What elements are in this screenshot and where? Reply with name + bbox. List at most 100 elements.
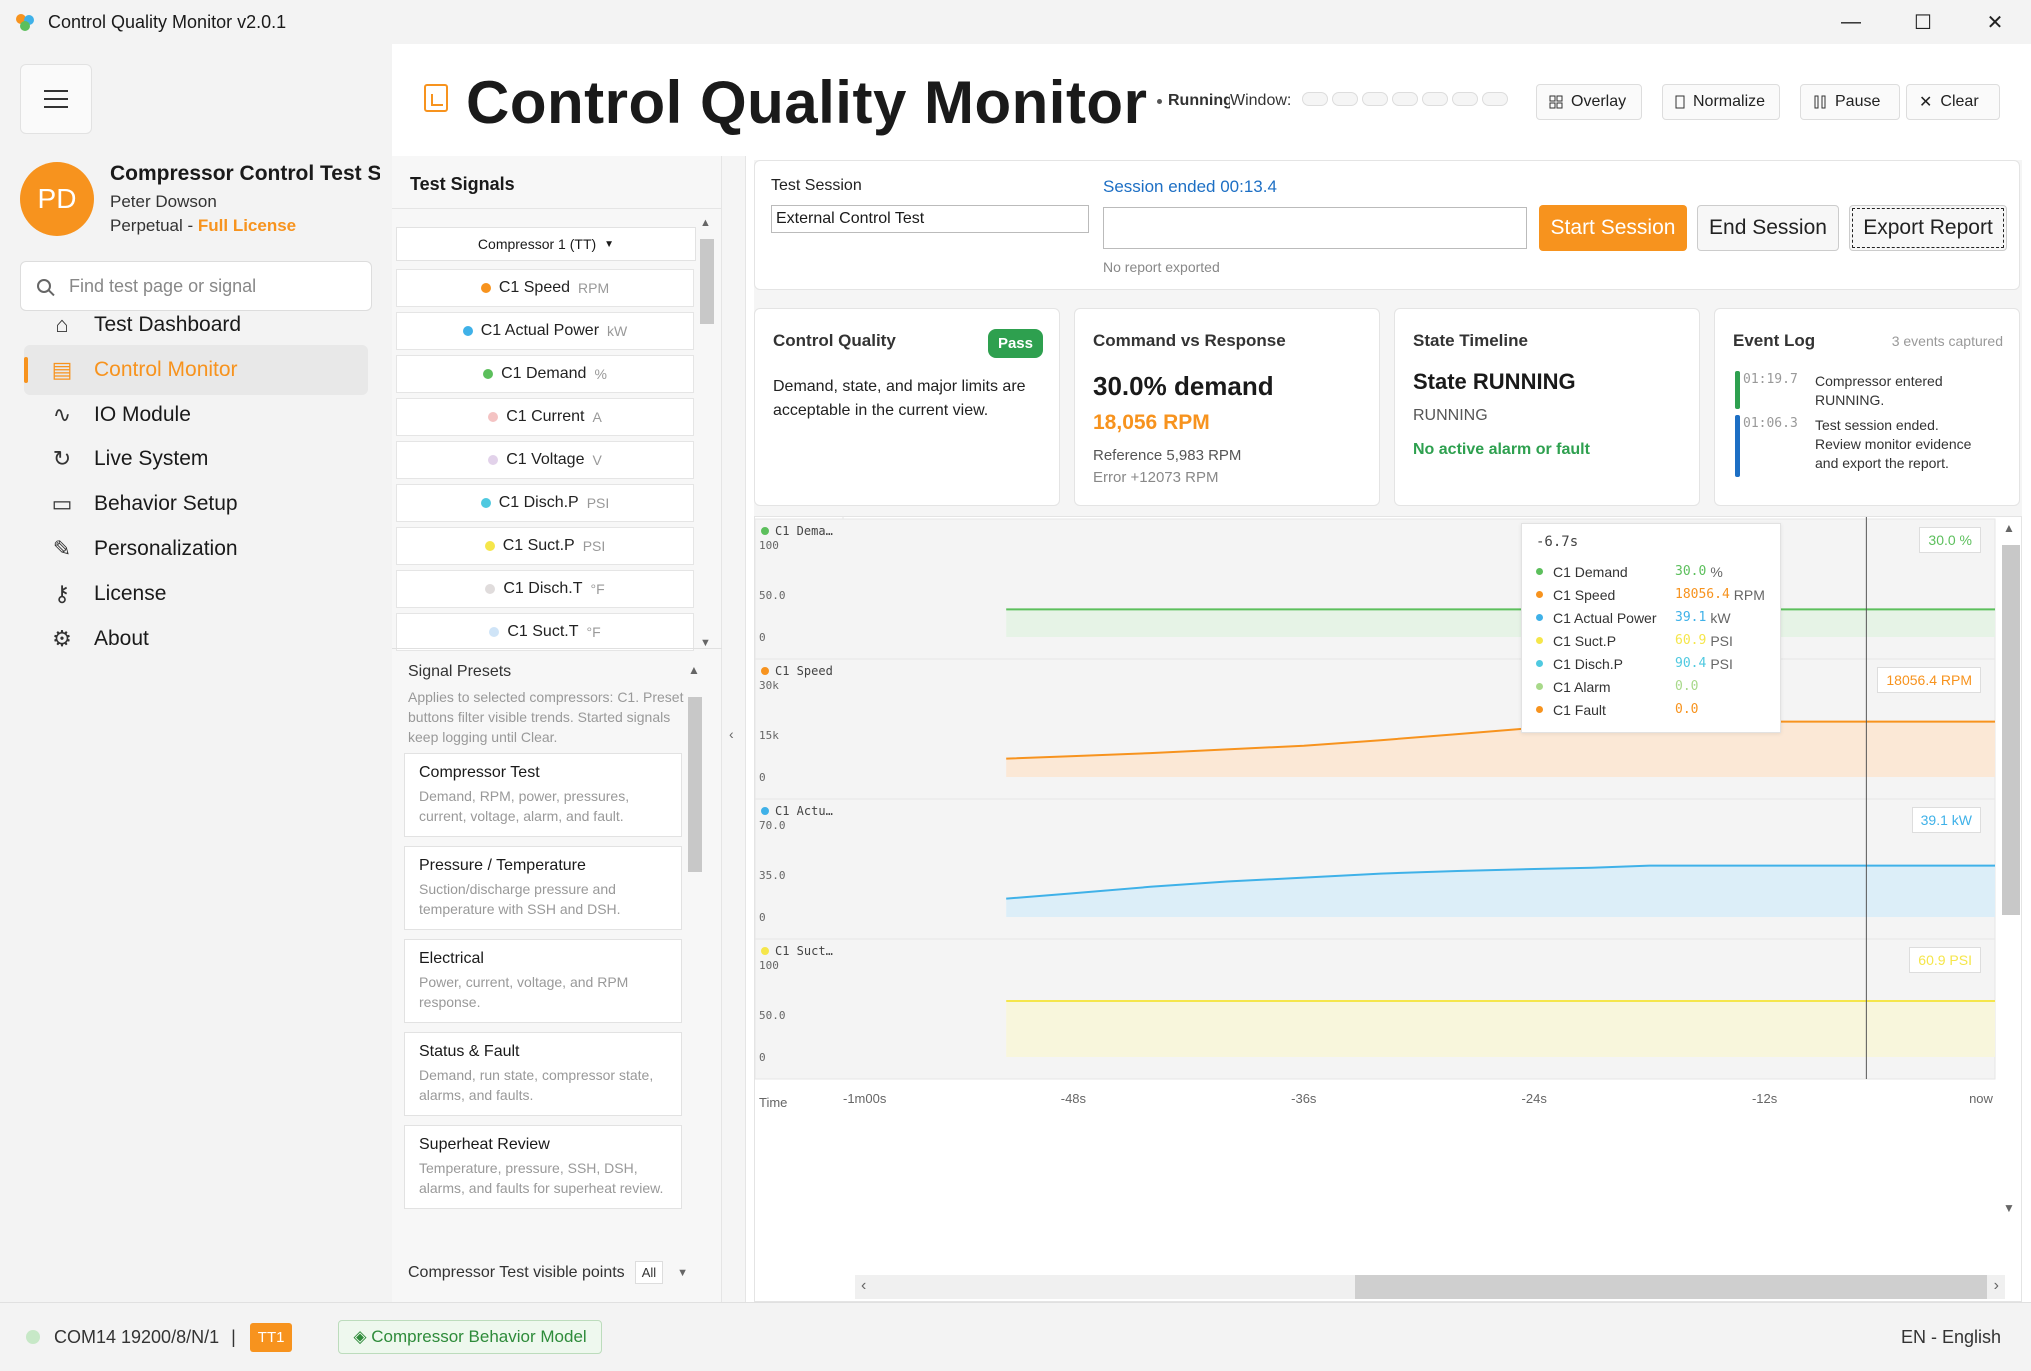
signal-item[interactable]: C1 Voltage V (396, 441, 694, 479)
sidebar-item-about[interactable]: ⚙ About (24, 614, 368, 664)
scroll-thumb[interactable] (688, 697, 702, 872)
state-sub: RUNNING (1413, 407, 1488, 424)
window-pill[interactable] (1392, 92, 1418, 106)
license-status: Perpetual - Full License (110, 216, 297, 235)
normalize-button[interactable]: Normalize (1662, 84, 1780, 120)
device-tag[interactable]: TT1 (249, 1322, 293, 1352)
sidebar-item-control-monitor[interactable]: ▤ Control Monitor (24, 344, 368, 395)
preset-card[interactable]: Pressure / Temperature Suction/discharge … (404, 846, 682, 930)
pause-button[interactable]: Pause (1800, 84, 1900, 120)
scroll-thumb[interactable] (2002, 545, 2020, 915)
window-pill[interactable] (1482, 92, 1508, 106)
y-tick-label: 30k (759, 679, 779, 692)
chart-horizontal-scrollbar[interactable]: ‹ › (855, 1275, 2005, 1299)
signal-color-icon (484, 541, 495, 551)
collapse-panel-handle[interactable]: ‹ (722, 156, 746, 1302)
sidebar-item-live-system[interactable]: ↻ Live System (24, 434, 368, 484)
chevron-up-icon[interactable]: ▲ (2003, 521, 2015, 535)
signal-color-icon (489, 627, 500, 637)
report-path-input[interactable] (1103, 207, 1527, 249)
chevron-down-icon[interactable]: ▼ (700, 637, 711, 649)
window-range-selector[interactable] (1302, 92, 1508, 106)
chevron-up-icon[interactable]: ▲ (688, 663, 700, 677)
series-color-icon (761, 527, 769, 535)
behavior-model-button[interactable]: ◈ Compressor Behavior Model (338, 1320, 602, 1354)
port-info: COM14 19200/8/N/1 (54, 1326, 220, 1347)
chart-lane-background (755, 518, 1996, 660)
signal-list: Compressor 1 (TT) ▼ C1 Speed RPM C1 Actual… (392, 208, 722, 651)
series-line[interactable] (1006, 864, 1995, 900)
start-session-button[interactable]: Start Session (1539, 205, 1687, 251)
signal-item[interactable]: C1 Suct.T °F (396, 613, 694, 651)
chevron-down-icon[interactable]: ▼ (677, 1266, 689, 1279)
signal-item[interactable]: C1 Demand% (396, 355, 694, 393)
sidebar-item-io-module[interactable]: ∿ IO Module (24, 390, 368, 440)
search-input[interactable]: Find test page or signal (20, 261, 372, 311)
compressor-select[interactable]: Compressor 1 (TT) ▼ (396, 227, 696, 261)
tooltip-series-name: C1 Alarm (1553, 678, 1611, 695)
signal-list-scrollbar[interactable]: ▲ ▼ (697, 217, 719, 649)
preset-card[interactable]: Superheat Review Temperature, pressure, S… (404, 1125, 682, 1209)
card-title: Event Log (1733, 331, 1816, 350)
signals-heading: Test Signals (410, 174, 515, 194)
event-time: 01:19.7 (1743, 372, 1798, 387)
sidebar-item-test-dashboard[interactable]: ⌂ Test Dashboard (24, 300, 368, 350)
scroll-thumb[interactable] (1355, 1275, 1987, 1299)
clear-button[interactable]: ✕ Clear (1906, 84, 2000, 120)
status-bar: COM14 19200/8/N/1 | TT1 ◈ Compressor Beh… (0, 1302, 2031, 1371)
overlay-button[interactable]: Overlay (1536, 84, 1642, 120)
close-window-button[interactable]: ✕ (1959, 0, 2031, 44)
window-pill[interactable] (1302, 92, 1328, 106)
preset-card[interactable]: Compressor Test Demand, RPM, power, press… (404, 753, 682, 837)
maximize-button[interactable]: ☐ (1887, 0, 1959, 44)
signal-item[interactable]: C1 Actual Power kW (396, 312, 694, 350)
signal-item[interactable]: C1 Speed RPM (396, 269, 694, 307)
user-profile-name: Compressor Control Test Simulator (110, 162, 380, 185)
signal-presets: Signal Presets ▲ Applies to selected com… (392, 648, 722, 1302)
preset-title: Compressor Test (419, 764, 540, 781)
license-tier-link[interactable]: Full License (197, 216, 297, 235)
chevron-up-icon[interactable]: ▲ (700, 217, 711, 229)
signal-item[interactable]: C1 Disch.P PSI (396, 484, 694, 522)
window-pill[interactable] (1452, 92, 1478, 106)
series-label: C1 Dema… (775, 524, 833, 538)
sidebar-item-label: IO Module (94, 402, 191, 426)
x-tick-label: -1m00s (843, 1091, 887, 1106)
window-pill[interactable] (1332, 92, 1358, 106)
chevron-down-icon[interactable]: ▼ (2003, 1201, 2015, 1215)
export-report-button[interactable]: Export Report (1849, 205, 2007, 251)
preset-card[interactable]: Electrical Power, current, voltage, and R… (404, 939, 682, 1023)
state-value: State RUNNING (1413, 369, 1576, 394)
window-pill[interactable] (1362, 92, 1388, 106)
control-quality-card: Control Quality Pass Demand, state, and … (754, 308, 1060, 506)
event-text[interactable]: Test session ended. Review monitor evide… (1815, 417, 1972, 471)
minimize-button[interactable]: — (1815, 0, 1887, 44)
chevron-left-icon[interactable]: ‹ (861, 1277, 867, 1294)
event-text[interactable]: Compressor entered RUNNING. (1815, 373, 1943, 408)
tooltip-row: C1 Speed 18056.4 RPM (1536, 583, 1766, 606)
signal-item[interactable]: C1 Disch.T °F (396, 570, 694, 608)
language-selector[interactable]: EN - English (1900, 1326, 2001, 1347)
sidebar-item-license[interactable]: ⚷ License (24, 569, 368, 619)
sidebar-item-personalization[interactable]: ✎ Personalization (24, 524, 368, 574)
signal-item[interactable]: C1 Current A (396, 398, 694, 436)
menu-toggle-button[interactable] (20, 64, 92, 134)
session-name-input[interactable]: External Control Test (771, 205, 1089, 233)
signal-name: C1 Disch.P (498, 494, 579, 511)
window-pill[interactable] (1422, 92, 1448, 106)
chart-vertical-scrollbar[interactable]: ▲ ▼ (1997, 517, 2021, 1217)
end-session-button[interactable]: End Session (1697, 205, 1839, 251)
all-points-button[interactable]: All (634, 1261, 664, 1284)
trend-chart[interactable]: C1 Dema… 100 50.0 0 C1 Speed 30k 15k 0 C1 Actu… 7… (754, 516, 2022, 1302)
scroll-thumb[interactable] (700, 239, 714, 324)
signal-unit: °F (586, 624, 601, 640)
series-color-icon (1536, 637, 1543, 644)
tooltip-value: 60.9 (1675, 633, 1707, 648)
sidebar-item-behavior-setup[interactable]: ▭ Behavior Setup (24, 479, 368, 529)
series-label: C1 Suct… (775, 944, 833, 958)
signal-item[interactable]: C1 Suct.P PSI (396, 527, 694, 565)
series-color-icon (1536, 568, 1543, 575)
chevron-right-icon[interactable]: › (1993, 1277, 1999, 1294)
preset-card[interactable]: Status & Fault Demand, run state, compres… (404, 1032, 682, 1116)
